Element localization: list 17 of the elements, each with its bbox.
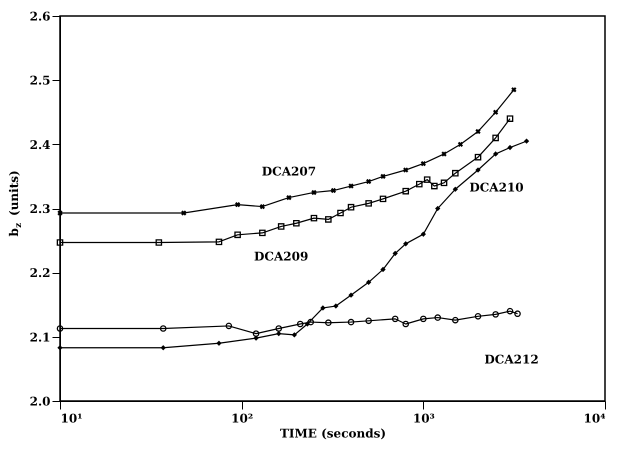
x-tick-label: 10³ xyxy=(412,412,435,426)
x-tick-label: 10⁴ xyxy=(584,412,606,426)
x-tick-label: 10² xyxy=(231,412,254,426)
y-tick-label: 2.5 xyxy=(30,74,50,88)
y-tick-label: 2.1 xyxy=(30,330,50,344)
x-tick-label: 10¹ xyxy=(60,412,82,426)
text: DCA212 xyxy=(484,352,539,367)
y-axis-title: bz (units) xyxy=(7,170,24,236)
series-label: DCA209 xyxy=(254,249,308,264)
y-tick-label: 2.4 xyxy=(30,138,50,152)
series-label: DCA207 xyxy=(262,164,316,179)
series-label: DCA210 xyxy=(469,180,524,194)
y-tick-label: 2.6 xyxy=(30,10,50,24)
y-tick-label: 2.0 xyxy=(30,394,50,408)
y-tick-label: 2.2 xyxy=(30,266,50,280)
y-tick-label: 2.3 xyxy=(30,202,50,216)
x-axis-title: TIME (seconds) xyxy=(280,426,386,440)
